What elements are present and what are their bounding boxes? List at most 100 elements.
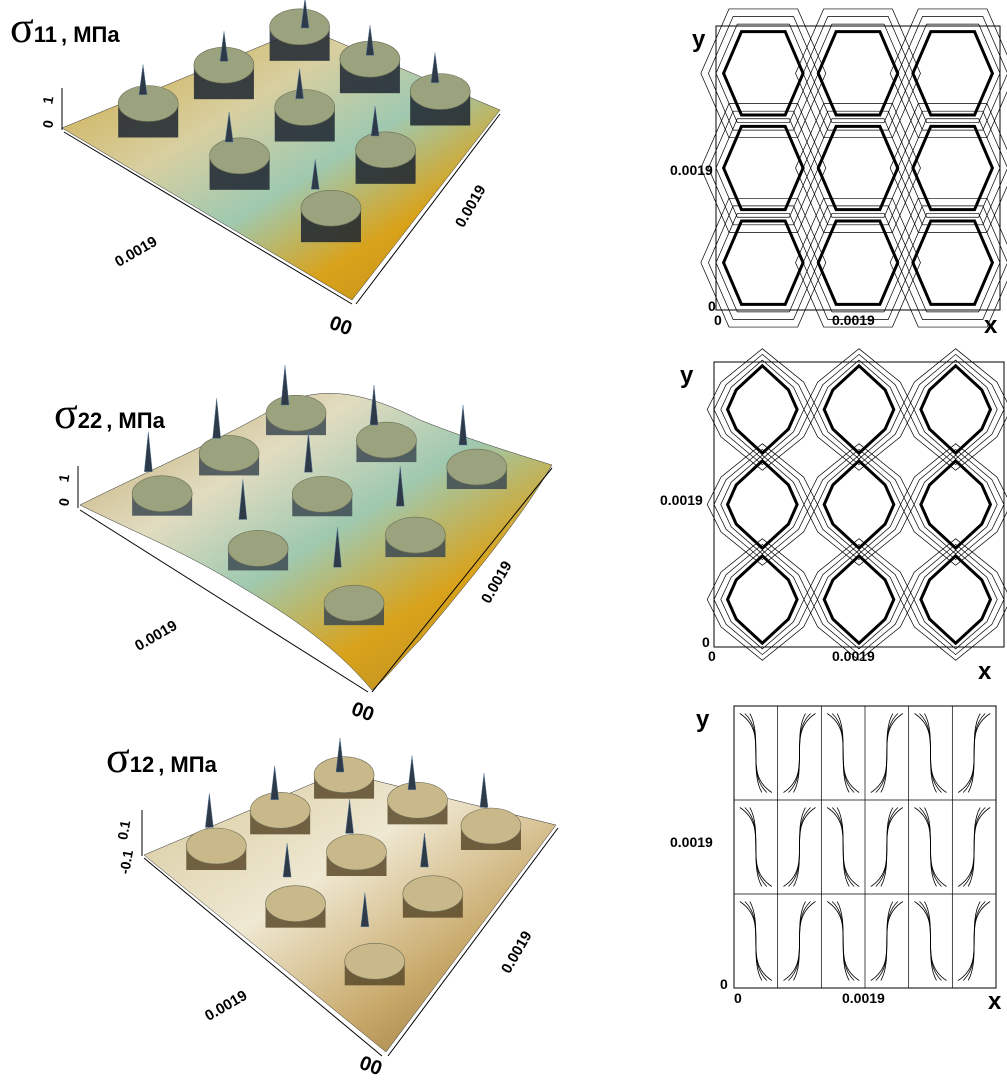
- contour-line: [826, 807, 860, 887]
- contour-line: [897, 110, 1007, 226]
- plot1-axis-front: [63, 131, 353, 305]
- contour1-x-axis-label: x: [984, 312, 998, 339]
- contour3-x-axis-label: x: [988, 988, 1002, 1015]
- contour-line: [870, 807, 904, 887]
- contour-line: [822, 553, 896, 646]
- contour-line: [802, 110, 914, 226]
- contour-line: [904, 213, 1001, 313]
- contour-line: [914, 901, 947, 981]
- surface-plot-1: [61, 0, 501, 305]
- contour-plot-1: [700, 8, 1007, 328]
- contour-line: [919, 553, 993, 646]
- contour-line: [803, 538, 915, 661]
- contour-line: [713, 448, 812, 561]
- plot2-title-unit: , МПа: [106, 408, 165, 433]
- contour-line: [904, 23, 1001, 123]
- contour-line: [897, 16, 1007, 131]
- plateau-top: [344, 943, 406, 980]
- contour-line: [906, 448, 1005, 561]
- contour-line: [826, 713, 860, 793]
- contour-line: [957, 713, 991, 793]
- contour-line: [957, 807, 991, 887]
- plateau-top: [385, 516, 446, 554]
- contour-line: [900, 443, 1007, 566]
- contour-line: [919, 458, 993, 551]
- contour-line: [914, 713, 947, 793]
- plateau-top: [355, 131, 416, 169]
- contour-line: [810, 448, 908, 561]
- contour3-origin-x: 0: [734, 990, 742, 1006]
- contour-line: [957, 901, 991, 981]
- surface-spike: [144, 431, 153, 472]
- contour-line: [826, 901, 860, 981]
- plot3-title-symbol: σ: [106, 733, 130, 782]
- contour-line: [721, 219, 805, 306]
- contour-line: [708, 205, 819, 320]
- contour-line: [715, 23, 812, 123]
- surface-spike: [407, 755, 417, 790]
- plateau-top: [291, 475, 353, 513]
- plateau-top: [326, 833, 387, 871]
- contour-line: [783, 807, 816, 887]
- contour3-origin-y: 0: [720, 976, 728, 992]
- contour-line: [739, 807, 773, 887]
- contour1-origin-x: 0: [714, 312, 722, 328]
- contour2-y-axis-label: y: [680, 362, 694, 389]
- plot1-axis-right: [355, 113, 501, 305]
- contour-line: [870, 901, 904, 981]
- contour-plot-3: [733, 705, 997, 989]
- contour-line: [810, 543, 908, 656]
- contour-line: [720, 549, 805, 650]
- plateau-top: [409, 73, 471, 110]
- plot2-title-subscript: 22: [77, 408, 103, 433]
- surface-spike: [224, 111, 234, 143]
- plot3-title: σ12, МПа: [106, 736, 217, 780]
- plot2-axis-right: [371, 467, 553, 693]
- plot1-title-unit: , МПа: [60, 22, 120, 47]
- contour3-y-tick: 0.0019: [670, 834, 713, 850]
- contour-line: [817, 549, 901, 650]
- plot1-title-subscript: 11: [33, 22, 57, 47]
- plateau-top: [460, 807, 522, 845]
- surface-spike: [280, 364, 290, 406]
- surface-spike: [365, 25, 375, 56]
- plot3-axis-right: [387, 827, 559, 1057]
- surface-spike: [300, 0, 310, 29]
- surface-spike: [420, 832, 429, 868]
- surface-spike: [430, 52, 440, 83]
- contour-frame: [715, 25, 1001, 311]
- contour-line: [900, 348, 1007, 471]
- plot3-plateaus: [185, 756, 522, 986]
- plot3-ztick-top: 0.1: [114, 819, 134, 841]
- surface-spike: [370, 105, 380, 137]
- plateau-top: [117, 85, 179, 122]
- contour-line: [911, 219, 995, 306]
- plot2-axis-front: [79, 509, 369, 693]
- contour-line: [713, 353, 812, 466]
- plateau-top: [209, 137, 270, 175]
- plot2-spikes: [144, 364, 468, 568]
- contour2-origin-y: 0: [702, 634, 710, 650]
- plateau-top: [402, 875, 464, 912]
- surface-spike: [335, 737, 345, 773]
- surface-spike: [238, 479, 248, 520]
- surface-spike: [360, 892, 370, 927]
- plateau-top: [249, 792, 311, 829]
- plot3-title-unit: , МПа: [158, 752, 217, 777]
- contour-line: [870, 713, 904, 793]
- contour-frame: [713, 361, 1005, 648]
- surface-spike: [295, 68, 304, 99]
- contour-line: [706, 443, 818, 566]
- contour-line: [816, 124, 900, 212]
- plateau-top: [323, 584, 385, 622]
- surface-spike: [333, 527, 342, 568]
- contour-line: [914, 807, 947, 887]
- plot2-title-symbol: σ: [54, 389, 78, 438]
- contour-line: [911, 30, 995, 117]
- contour-line: [816, 30, 900, 117]
- plateau-top: [198, 435, 260, 472]
- contour2-y-tick: 0.0019: [660, 492, 703, 508]
- contour-line: [906, 353, 1005, 466]
- contour2-x-axis-label: x: [978, 658, 992, 685]
- contour-line: [725, 458, 799, 551]
